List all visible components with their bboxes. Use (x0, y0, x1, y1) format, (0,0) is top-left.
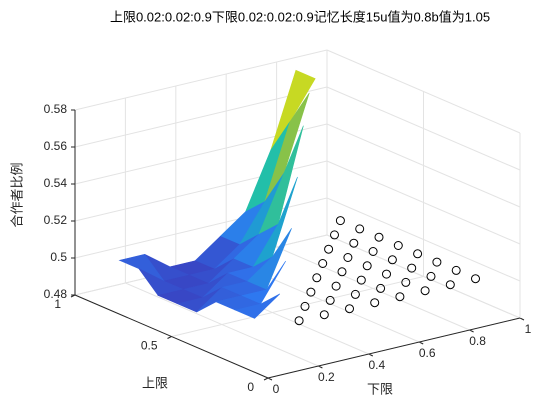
marker (370, 298, 380, 308)
marker (432, 257, 442, 267)
marker (362, 261, 372, 271)
grid-line (326, 49, 521, 134)
grid-line (326, 86, 521, 171)
marker (420, 286, 430, 296)
y-axis-label: 上限 (142, 375, 168, 390)
marker (343, 253, 353, 262)
tick-mark (263, 377, 269, 381)
x-tick-label: 0.2 (318, 370, 335, 384)
grid-line (326, 197, 521, 282)
x-tick-label: 0.8 (469, 334, 486, 348)
z-axis-label: 合作者比例 (9, 162, 24, 227)
marker (393, 241, 403, 250)
marker (413, 249, 423, 259)
grid-line (326, 160, 521, 245)
tick-mark (519, 317, 525, 321)
grid-line (74, 197, 328, 259)
y-tick-label: 0 (247, 380, 254, 394)
marker (324, 244, 334, 254)
marker (300, 301, 310, 311)
z-tick-label: 0.54 (44, 176, 68, 190)
marker (319, 310, 329, 320)
grid-line (74, 86, 328, 148)
grid-line (171, 276, 424, 337)
marker (325, 295, 335, 305)
marker (356, 275, 366, 285)
axis-line (74, 294, 269, 379)
grid-line (74, 49, 328, 111)
surface-patch (234, 293, 281, 319)
marker (376, 283, 386, 293)
z-tick-label: 0.58 (44, 102, 68, 116)
marker (355, 224, 365, 234)
z-tick-label: 0.56 (44, 139, 68, 153)
x-tick-label: 0.6 (419, 346, 436, 360)
marker (335, 216, 345, 226)
marker (407, 263, 417, 273)
marker (306, 287, 316, 297)
marker (451, 265, 461, 275)
marker (331, 281, 341, 291)
x-axis-label: 下限 (367, 381, 393, 396)
z-tick-label: 0.5 (50, 250, 67, 264)
marker (426, 271, 436, 281)
axis-line (267, 317, 521, 379)
x-tick-label: 0 (273, 382, 280, 396)
marker (318, 259, 328, 268)
z-tick-label: 0.52 (44, 213, 68, 227)
marker (374, 232, 384, 242)
x-tick-label: 0.4 (368, 358, 385, 372)
marker (445, 280, 455, 290)
z-tick-label: 0.48 (44, 287, 68, 301)
chart-title: 上限0.02:0.02:0.9下限0.02:0.02:0.9记忆长度15u值为0… (110, 9, 490, 24)
marker (387, 255, 397, 265)
marker (337, 267, 347, 277)
marker (471, 274, 480, 284)
grid-line (326, 123, 521, 208)
marker (382, 269, 391, 279)
marker (345, 304, 354, 314)
marker (395, 292, 405, 302)
marker (401, 277, 411, 287)
marker (312, 273, 322, 283)
marker (294, 316, 304, 326)
marker (330, 230, 339, 240)
y-tick-label: 0.5 (141, 339, 158, 353)
marker (350, 289, 360, 299)
tick-mark (167, 336, 172, 339)
marker (368, 247, 378, 256)
grid-line (326, 234, 521, 319)
y-tick-label: 1 (54, 297, 61, 311)
x-tick-label: 1 (525, 322, 532, 336)
marker (349, 238, 359, 248)
